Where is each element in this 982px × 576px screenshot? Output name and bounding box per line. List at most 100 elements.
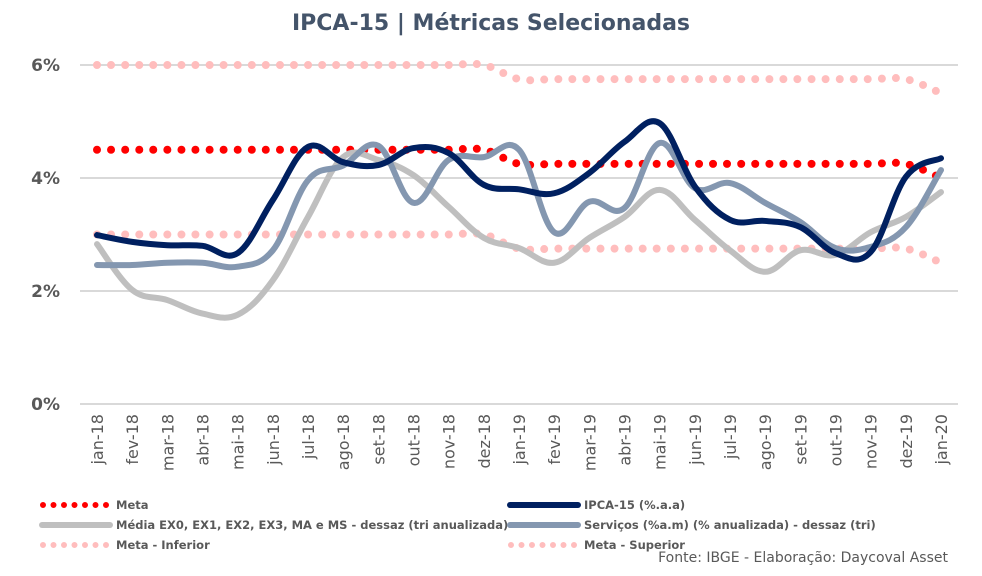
data-point [623,77,627,81]
x-tick-label: dez-18 [475,414,494,469]
y-tick-label: 4% [31,169,60,189]
y-tick-label: 6% [31,56,60,76]
series-group [93,59,945,321]
legend-item: Meta - Inferior [40,538,210,552]
data-point [904,247,908,251]
legend-item: Serviços (%a.m) (% anualizada) - dessaz … [507,518,876,532]
data-point [939,91,943,95]
data-point [552,77,556,81]
x-tick-label: jul-19 [721,414,740,460]
data-point [552,162,556,166]
data-point [798,248,802,252]
legend-item: Meta [40,498,149,512]
y-axis-ticks: 0% 2% 4% 6% [31,56,60,415]
data-point [869,250,873,254]
x-tick-label: ago-18 [334,414,353,470]
data-point [728,218,732,222]
data-point [165,63,169,67]
data-point [201,244,205,248]
data-point [904,215,908,219]
y-tick-label: 2% [31,282,60,302]
data-point [482,155,486,159]
data-point [517,187,521,191]
data-point [869,162,873,166]
x-tick-label: fev-19 [545,414,564,465]
series-line-meta-superior [93,59,945,98]
data-point [376,144,380,148]
data-point [552,230,556,234]
data-point [271,148,275,152]
data-point [447,158,451,162]
x-tick-label: jan-19 [510,414,529,466]
data-point [306,215,310,219]
x-tick-label: nov-19 [862,414,881,469]
legend-item: IPCA-15 (%.a.a) [507,498,685,512]
data-point [201,148,205,152]
data-point [341,160,345,164]
data-point [728,77,732,81]
data-point [658,141,662,145]
data-point [165,298,169,302]
series-line-servi-os-a-m-anualizada-dessaz-tri [94,139,944,271]
data-point [271,233,275,237]
data-point [834,77,838,81]
data-point [341,148,345,152]
x-tick-label: mai-18 [229,414,248,470]
data-point [306,233,310,237]
data-point [658,162,662,166]
data-point [130,288,134,292]
x-tick-label: jul-18 [299,414,318,460]
data-point [482,148,486,152]
data-point [517,77,521,81]
data-point [482,183,486,187]
legend-item: Meta - Superior [508,538,685,552]
x-tick-label: set-18 [369,414,388,465]
legend-label: Meta - Superior [584,538,685,552]
data-point [658,121,662,125]
data-point [306,178,310,182]
data-point [623,215,627,219]
data-point [693,247,697,251]
series-5 [94,118,944,263]
series-line-meta [93,144,945,182]
data-point [165,233,169,237]
series-1 [93,59,945,98]
data-point [939,190,943,194]
data-point [447,151,451,155]
data-point [834,251,838,255]
chart-title: IPCA-15 | Métricas Selecionadas [292,11,690,36]
data-point [587,162,591,166]
data-point [376,63,380,67]
data-point [904,225,908,229]
data-point [130,233,134,237]
data-point [587,77,591,81]
series-4 [94,139,944,271]
data-point [869,77,873,81]
data-point [201,63,205,67]
series-line-m-dia-ex0-ex1-ex2-ex3-ma-e-ms-dessaz-tri-anualizada [94,149,944,321]
data-point [517,148,521,152]
data-point [763,201,767,205]
source-note: Fonte: IBGE - Elaboração: Daycoval Asset [658,550,948,566]
data-point [236,251,240,255]
legend-label: Meta - Inferior [116,538,210,552]
data-point [201,312,205,316]
data-point [658,77,662,81]
legend-item: Média EX0, EX1, EX2, EX3, MA e MS - dess… [39,518,508,532]
x-tick-label: mar-19 [580,414,599,471]
data-point [482,63,486,67]
data-point [412,146,416,150]
data-point [798,225,802,229]
legend-label: Meta [116,498,149,512]
data-point [517,246,521,250]
data-point [236,233,240,237]
data-point [130,240,134,244]
data-point [165,261,169,265]
data-point [587,236,591,240]
data-point [95,148,99,152]
x-tick-label: mai-19 [651,414,670,470]
data-point [201,261,205,265]
data-point [271,278,275,282]
data-point [904,77,908,81]
